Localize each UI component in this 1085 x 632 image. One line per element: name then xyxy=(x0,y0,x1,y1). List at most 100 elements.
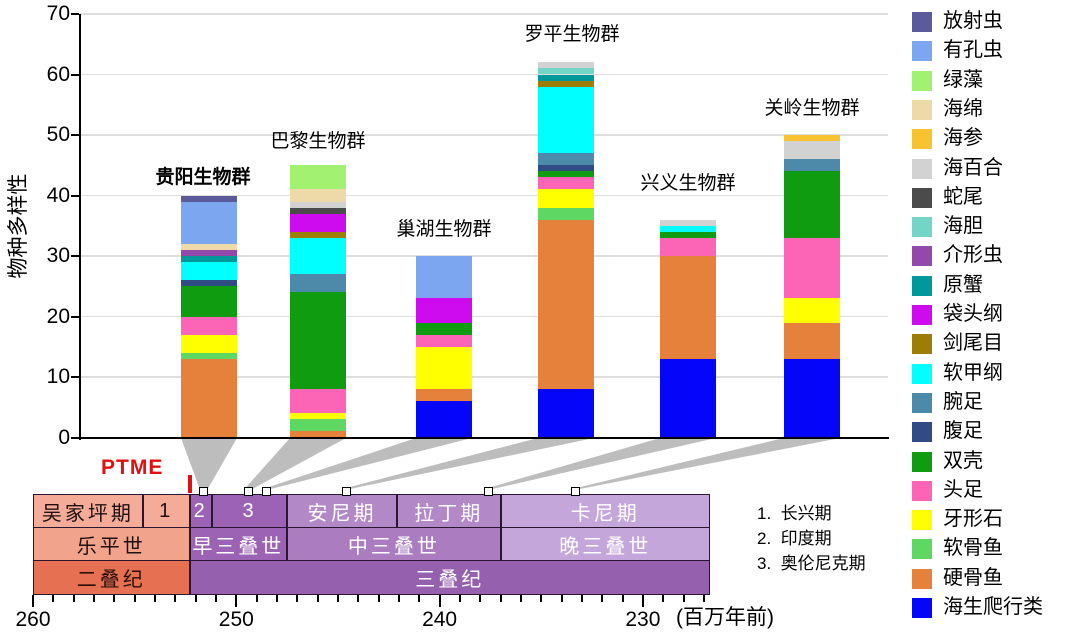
x-axis-tick xyxy=(458,594,461,602)
y-axis-tick xyxy=(71,13,79,15)
bar-segment-头足 xyxy=(784,237,840,299)
biota-label: 罗平生物群 xyxy=(524,24,620,45)
bar-segment-腹足 xyxy=(181,280,237,287)
legend-label: 放射虫 xyxy=(943,10,1003,32)
bar-segment-袋头纲 xyxy=(416,298,472,323)
y-tick-label: 50 xyxy=(46,123,70,146)
legend-label: 腕足 xyxy=(943,390,983,413)
bar-segment-剑尾目 xyxy=(290,231,346,238)
bar-segment-硬骨鱼 xyxy=(538,219,594,390)
legend-label: 腹足 xyxy=(943,420,983,443)
legend-label: 头足 xyxy=(943,478,983,501)
bar-segment-软骨鱼 xyxy=(181,352,237,359)
legend-label: 海生爬行类 xyxy=(943,596,1043,618)
bar-segment-腕足 xyxy=(784,159,840,172)
legend-swatch-软甲纲 xyxy=(912,363,932,384)
bar-segment-腕足 xyxy=(538,153,594,166)
legend-swatch-海参 xyxy=(912,129,932,150)
x-tick-label: 260 xyxy=(15,607,51,631)
x-axis-tick xyxy=(438,594,441,607)
bar-segment-双壳 xyxy=(416,322,472,335)
bar-segment-软甲纲 xyxy=(290,237,346,275)
bar-segment-海百合 xyxy=(538,62,594,69)
legend-swatch-双壳 xyxy=(912,451,932,472)
x-axis-tick xyxy=(641,594,644,607)
x-axis-tick xyxy=(32,594,34,607)
y-axis-tick xyxy=(71,315,79,318)
x-axis-tick xyxy=(174,594,177,602)
timeline-cell-1: 1 xyxy=(142,494,190,529)
x-axis-tick xyxy=(499,594,502,602)
biota-label: 兴义生物群 xyxy=(640,173,736,194)
x-axis-tick xyxy=(296,594,299,602)
timeline-marker xyxy=(571,487,581,496)
connector-beam xyxy=(571,438,840,489)
x-axis-tick xyxy=(336,594,339,602)
legend-swatch-海绵 xyxy=(912,99,932,120)
bar-segment-头足 xyxy=(181,316,237,335)
ptme-tick-mark xyxy=(187,475,192,493)
legend-swatch-腕足 xyxy=(912,392,932,413)
timeline-cell-中三叠世: 中三叠世 xyxy=(287,527,501,562)
bar-segment-有孔虫 xyxy=(416,256,472,299)
x-axis-tick xyxy=(194,594,197,602)
bar-segment-头足 xyxy=(416,334,472,347)
timeline-marker xyxy=(483,487,493,496)
bar-segment-牙形石 xyxy=(181,334,237,353)
legend-label: 海绵 xyxy=(943,97,983,120)
timeline-cell-乐平世: 乐平世 xyxy=(33,527,190,562)
timeline-cell-安尼期: 安尼期 xyxy=(287,494,397,529)
bar-segment-海生爬行类 xyxy=(538,389,594,438)
legend-label: 剑尾目 xyxy=(943,332,1003,355)
bar-segment-头足 xyxy=(660,237,716,256)
bar-segment-绿藻 xyxy=(290,165,346,190)
x-axis-tick xyxy=(662,594,665,602)
y-tick-label: 70 xyxy=(46,2,70,25)
legend-swatch-袋头纲 xyxy=(912,305,932,325)
timeline-cell-晚三叠世: 晚三叠世 xyxy=(500,527,710,562)
legend-swatch-软骨鱼 xyxy=(912,539,932,560)
bar-segment-牙形石 xyxy=(538,189,594,208)
legend-label: 海百合 xyxy=(943,156,1003,179)
legend-label: 绿藻 xyxy=(943,68,983,91)
legend-swatch-原蟹 xyxy=(912,275,932,296)
timeline-cell-吴家坪期: 吴家坪期 xyxy=(33,494,143,529)
y-axis-line xyxy=(78,14,81,440)
biota-label: 巢湖生物群 xyxy=(396,219,492,240)
x-axis-unit-label: (百万年前) xyxy=(676,606,774,629)
legend-swatch-海百合 xyxy=(912,158,932,179)
bar-segment-海绵 xyxy=(181,243,237,250)
legend-swatch-剑尾目 xyxy=(912,334,932,355)
x-axis-tick xyxy=(357,594,360,602)
bar-segment-海百合 xyxy=(290,201,346,208)
legend-label: 海胆 xyxy=(943,215,983,238)
bar-segment-硬骨鱼 xyxy=(181,358,237,438)
y-tick-label: 0 xyxy=(58,425,70,449)
x-axis-tick xyxy=(377,594,380,602)
bar-segment-软骨鱼 xyxy=(538,207,594,220)
bar-segment-软甲纲 xyxy=(538,86,594,154)
legend-swatch-硬骨鱼 xyxy=(912,568,932,589)
y-tick-label: 60 xyxy=(46,62,70,86)
legend-swatch-放射虫 xyxy=(912,12,932,32)
bar-segment-海胆 xyxy=(538,68,594,75)
grid-line xyxy=(80,376,888,378)
x-axis-tick xyxy=(255,594,258,602)
legend-label: 硬骨鱼 xyxy=(943,566,1003,589)
bar-segment-海参 xyxy=(784,135,840,142)
x-axis-tick xyxy=(418,594,421,602)
bar-segment-海生爬行类 xyxy=(784,358,840,438)
y-axis-tick xyxy=(71,255,79,257)
bar-segment-腕足 xyxy=(290,274,346,293)
biota-label: 贵阳生物群 xyxy=(155,167,251,188)
timeline-marker xyxy=(243,487,253,496)
legend-label: 有孔虫 xyxy=(943,39,1003,62)
bar-segment-硬骨鱼 xyxy=(784,322,840,359)
timeline-cell-拉丁期: 拉丁期 xyxy=(396,494,501,529)
legend-swatch-头足 xyxy=(912,480,932,501)
y-axis-tick xyxy=(71,134,79,136)
y-axis-tick xyxy=(71,73,79,76)
biota-label: 巴黎生物群 xyxy=(270,131,366,152)
bar-segment-双壳 xyxy=(538,171,594,178)
y-axis-tick xyxy=(71,436,79,439)
